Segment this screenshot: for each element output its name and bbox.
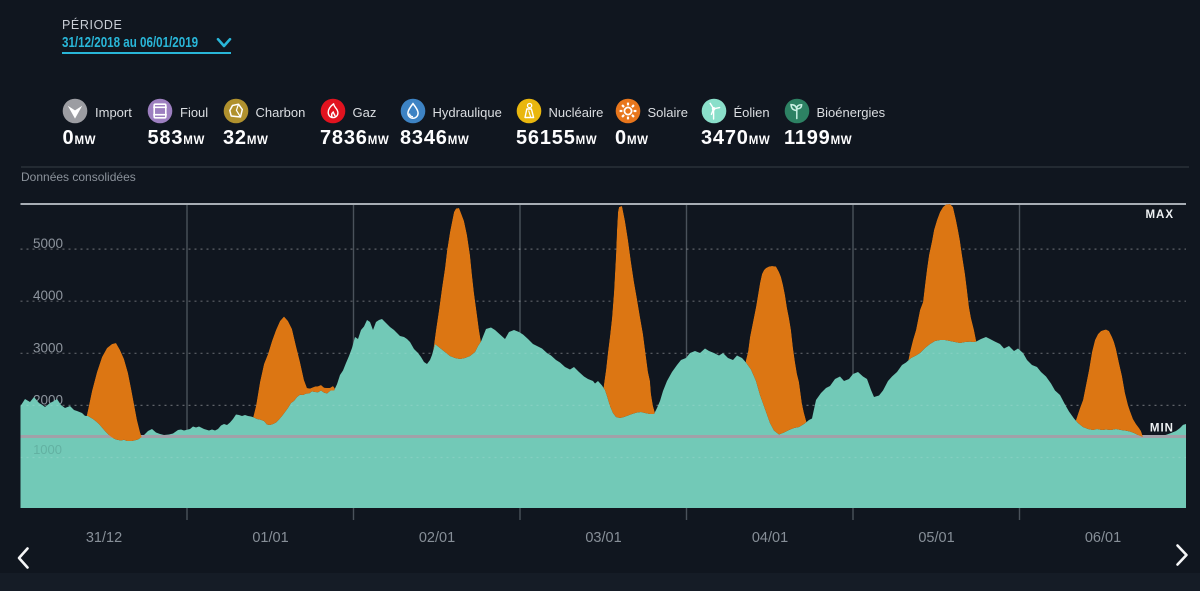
svg-text:MAX: MAX: [1145, 209, 1174, 221]
svg-text:31/12: 31/12: [86, 530, 122, 546]
svg-text:3000: 3000: [33, 340, 63, 355]
svg-text:02/01: 02/01: [419, 530, 455, 546]
svg-text:01/01: 01/01: [252, 530, 288, 546]
svg-text:MIN: MIN: [1150, 423, 1174, 435]
svg-text:1000: 1000: [33, 442, 62, 457]
svg-text:04/01: 04/01: [752, 530, 788, 546]
svg-text:5000: 5000: [33, 236, 63, 251]
svg-text:05/01: 05/01: [918, 530, 954, 546]
svg-text:Données consolidées: Données consolidées: [21, 170, 136, 184]
svg-text:06/01: 06/01: [1085, 530, 1121, 546]
svg-text:4000: 4000: [33, 288, 63, 303]
svg-text:03/01: 03/01: [585, 530, 621, 546]
